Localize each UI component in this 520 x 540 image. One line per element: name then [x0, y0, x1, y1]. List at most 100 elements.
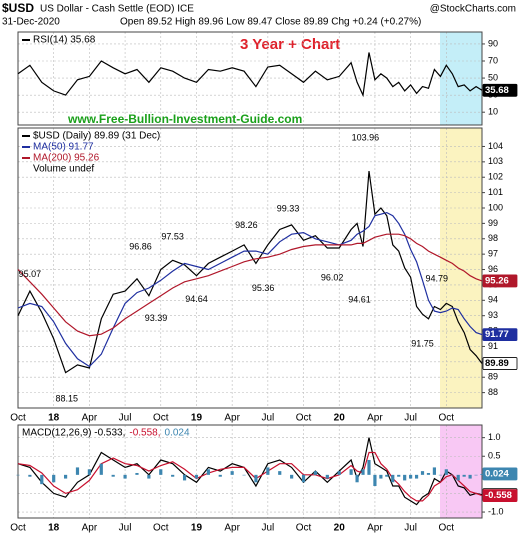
plots: 1030507090RSI(14) 35.6835.68888990919293… [10, 31, 518, 534]
legend-entry: MA(200) 95.26 [33, 153, 100, 164]
series-line [17, 211, 483, 368]
annotation: 97.53 [161, 231, 184, 241]
y-tick-label: 104 [488, 141, 503, 151]
histogram-bar [468, 474, 472, 479]
security-name: US Dollar - Cash Settle (EOD) ICE [40, 4, 194, 15]
y-tick-label: 90 [488, 38, 498, 48]
x-tick-label: Jul [404, 523, 417, 534]
y-tick-label: 94 [488, 295, 498, 305]
x-tick-label: Oct [10, 523, 26, 534]
histogram-bar [355, 474, 359, 483]
brand: @StockCharts.com [430, 4, 516, 15]
histogram-bar [254, 474, 258, 483]
histogram-bar [325, 474, 329, 479]
y-tick-label: 98 [488, 233, 498, 243]
histogram-bar [230, 471, 234, 475]
histogram-bar [432, 467, 437, 475]
annotation: 94.61 [348, 294, 371, 304]
value-badge [482, 328, 518, 342]
x-tick-label: Oct [296, 523, 312, 534]
histogram-bar [147, 474, 151, 479]
value-badge [482, 357, 518, 370]
series-line [17, 233, 483, 337]
y-tick-label: 50 [488, 72, 498, 82]
x-tick-label: Oct [10, 413, 26, 424]
histogram-bar [373, 474, 377, 487]
legend-entry: MACD(12,26,9) -0.533, [22, 428, 125, 439]
histogram-bar [182, 474, 187, 481]
histogram-bar [111, 474, 115, 477]
histogram-bar [75, 467, 80, 475]
annotation: 96.86 [129, 242, 152, 252]
website: www.Free-Bullion-Investment-Guide.com [67, 112, 302, 126]
histogram-bar [361, 469, 365, 475]
histogram-bar [290, 474, 294, 479]
histogram-bar [480, 473, 484, 475]
histogram-bar [385, 474, 389, 477]
legend-entry: 0.024 [165, 428, 190, 439]
y-tick-label: -1.0 [488, 506, 504, 516]
histogram-bar [426, 472, 431, 475]
x-tick-label: Jul [119, 523, 132, 534]
legend-note: Volume undef [33, 164, 94, 175]
annotation: 95.07 [19, 269, 42, 279]
x-tick-label: Jul [119, 413, 132, 424]
histogram-bar [456, 474, 460, 481]
histogram-bar [438, 474, 442, 476]
y-tick-label: 0.5 [488, 451, 501, 461]
histogram-bar [242, 474, 246, 476]
annotation: 98.26 [235, 220, 258, 230]
x-tick-label: 18 [48, 523, 60, 534]
panel-frame [17, 424, 483, 519]
annotation: 88.15 [56, 394, 79, 404]
histogram-bar [218, 474, 222, 477]
x-tick-label: Jul [261, 413, 274, 424]
annotation: 99.33 [277, 204, 300, 214]
x-tick-label: Jul [261, 523, 274, 534]
date: 31-Dec-2020 [2, 17, 60, 28]
histogram-bar [313, 471, 318, 475]
histogram-bar [450, 474, 454, 476]
histogram-bar [99, 463, 103, 475]
symbol: $USD [2, 1, 34, 15]
histogram-bar [391, 474, 395, 483]
histogram-bar [444, 469, 448, 475]
y-tick-label: 93 [488, 310, 498, 320]
histogram-bar [367, 459, 371, 475]
x-tick-label: Apr [224, 413, 240, 424]
series-line [17, 52, 483, 98]
x-tick-label: Apr [224, 523, 240, 534]
histogram-bar [171, 474, 175, 477]
y-tick-label: 89 [488, 372, 498, 382]
histogram-bar [159, 469, 163, 475]
histogram-bar [474, 474, 478, 476]
x-tick-label: Apr [367, 523, 383, 534]
value-badge-label: 95.26 [485, 275, 509, 286]
annotation: 103.96 [352, 132, 380, 142]
x-tick-label: Oct [439, 523, 455, 534]
histogram-bar [52, 474, 56, 483]
y-tick-label: 10 [488, 107, 498, 117]
x-tick-label: Oct [439, 413, 455, 424]
histogram-bar [379, 474, 383, 479]
histogram-bar [40, 474, 44, 485]
x-tick-label: Oct [153, 413, 169, 424]
series-line [17, 437, 483, 506]
histogram-bar [337, 471, 341, 475]
annotation: 94.64 [185, 294, 208, 304]
histogram-bar [301, 474, 306, 483]
highlight-price [440, 128, 482, 408]
x-tick-label: Oct [153, 523, 169, 534]
x-tick-label: Jul [404, 413, 417, 424]
value-badge-label: 89.89 [485, 358, 509, 369]
histogram-bar [63, 474, 68, 479]
histogram-bar [123, 474, 127, 479]
y-tick-label: 100 [488, 202, 503, 212]
histogram-bar [266, 467, 270, 475]
histogram-bar [403, 474, 407, 481]
y-tick-label: 103 [488, 156, 503, 166]
x-tick-label: 19 [191, 523, 203, 534]
histogram-bar [206, 469, 210, 475]
